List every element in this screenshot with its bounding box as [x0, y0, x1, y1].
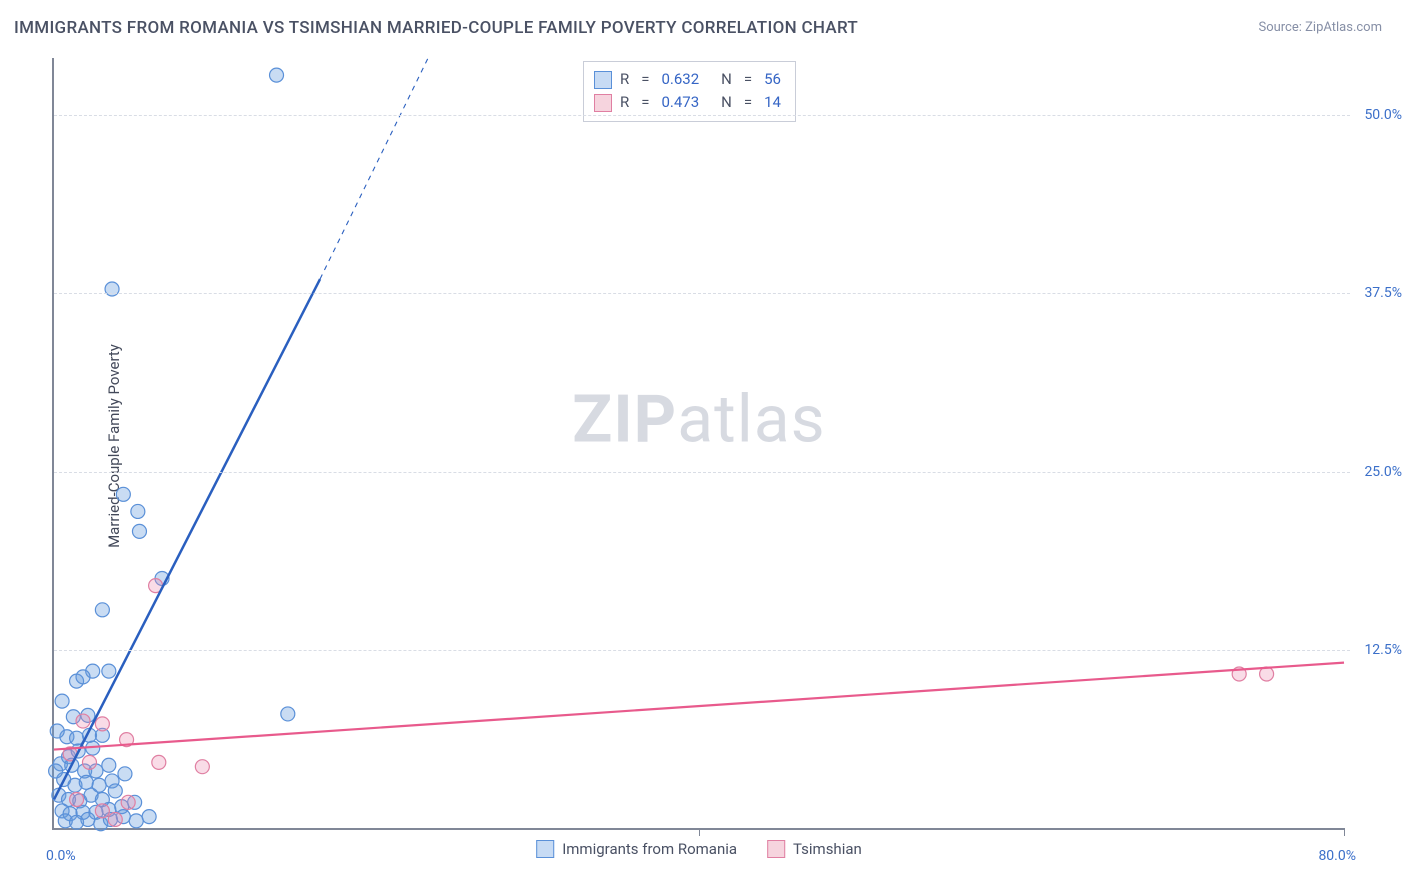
- swatch-blue: [594, 71, 612, 89]
- legend-label-blue: Immigrants from Romania: [562, 840, 737, 858]
- legend-swatch-pink: [767, 840, 785, 858]
- data-point: [95, 804, 109, 818]
- eq4: =: [744, 91, 752, 114]
- chart-title: IMMIGRANTS FROM ROMANIA VS TSIMSHIAN MAR…: [14, 18, 858, 38]
- eq2: =: [744, 68, 752, 91]
- data-point: [95, 717, 109, 731]
- data-point: [270, 68, 284, 82]
- trend-line: [320, 58, 428, 279]
- stats-row-pink: R = 0.473 N = 14: [594, 91, 781, 114]
- data-point: [108, 812, 122, 826]
- r-value-pink: 0.473: [661, 91, 699, 114]
- data-point: [81, 812, 95, 826]
- ytick-label: 25.0%: [1350, 464, 1402, 480]
- data-point: [55, 694, 69, 708]
- n-label: N: [721, 68, 732, 91]
- ytick-label: 12.5%: [1350, 642, 1402, 658]
- data-point: [281, 707, 295, 721]
- data-point: [121, 795, 135, 809]
- gridline-h: [54, 115, 1350, 116]
- gridline-h: [54, 472, 1350, 473]
- r-value-blue: 0.632: [661, 68, 699, 91]
- xtick-0: 0.0%: [46, 848, 76, 864]
- data-point: [118, 767, 132, 781]
- stats-legend-box: R = 0.632 N = 56 R = 0.473 N = 14: [583, 61, 796, 122]
- data-point: [95, 603, 109, 617]
- legend-label-pink: Tsimshian: [793, 840, 862, 858]
- data-point: [129, 814, 143, 828]
- data-point: [76, 714, 90, 728]
- data-point: [79, 775, 93, 789]
- n-value-pink: 14: [764, 91, 781, 114]
- trend-line: [54, 279, 320, 799]
- data-point: [142, 810, 156, 824]
- stats-row-blue: R = 0.632 N = 56: [594, 68, 781, 91]
- data-point: [50, 724, 64, 738]
- data-point: [82, 755, 96, 769]
- data-point: [152, 755, 166, 769]
- r-label: R: [620, 68, 629, 91]
- data-point: [49, 764, 63, 778]
- xtick-mark: [1344, 828, 1345, 836]
- gridline-h: [54, 293, 1350, 294]
- r-label2: R: [620, 91, 629, 114]
- data-point: [102, 758, 116, 772]
- legend-item-blue: Immigrants from Romania: [536, 840, 737, 858]
- gridline-h: [54, 650, 1350, 651]
- data-point: [108, 784, 122, 798]
- data-point: [131, 504, 145, 518]
- legend-item-pink: Tsimshian: [767, 840, 862, 858]
- data-point: [102, 664, 116, 678]
- n-label2: N: [721, 91, 732, 114]
- plot-svg: [54, 58, 1344, 828]
- n-value-blue: 56: [764, 68, 781, 91]
- ytick-label: 50.0%: [1350, 107, 1402, 123]
- trend-line: [54, 663, 1344, 750]
- data-point: [132, 524, 146, 538]
- data-point: [76, 670, 90, 684]
- eq3: =: [641, 91, 649, 114]
- eq: =: [641, 68, 649, 91]
- source-prefix: Source:: [1258, 20, 1305, 35]
- source-credit: Source: ZipAtlas.com: [1258, 20, 1382, 35]
- xtick-80: 80.0%: [1318, 848, 1356, 864]
- data-point: [116, 487, 130, 501]
- legend-swatch-blue: [536, 840, 554, 858]
- xtick-mark: [699, 828, 700, 836]
- source-link[interactable]: ZipAtlas.com: [1305, 20, 1382, 35]
- x-axis-legend: Immigrants from Romania Tsimshian: [536, 840, 862, 858]
- swatch-pink: [594, 94, 612, 112]
- data-point: [70, 792, 84, 806]
- scatter-plot: ZIPatlas R = 0.632 N = 56 R = 0.473 N = …: [52, 58, 1344, 830]
- data-point: [195, 760, 209, 774]
- ytick-label: 37.5%: [1350, 285, 1402, 301]
